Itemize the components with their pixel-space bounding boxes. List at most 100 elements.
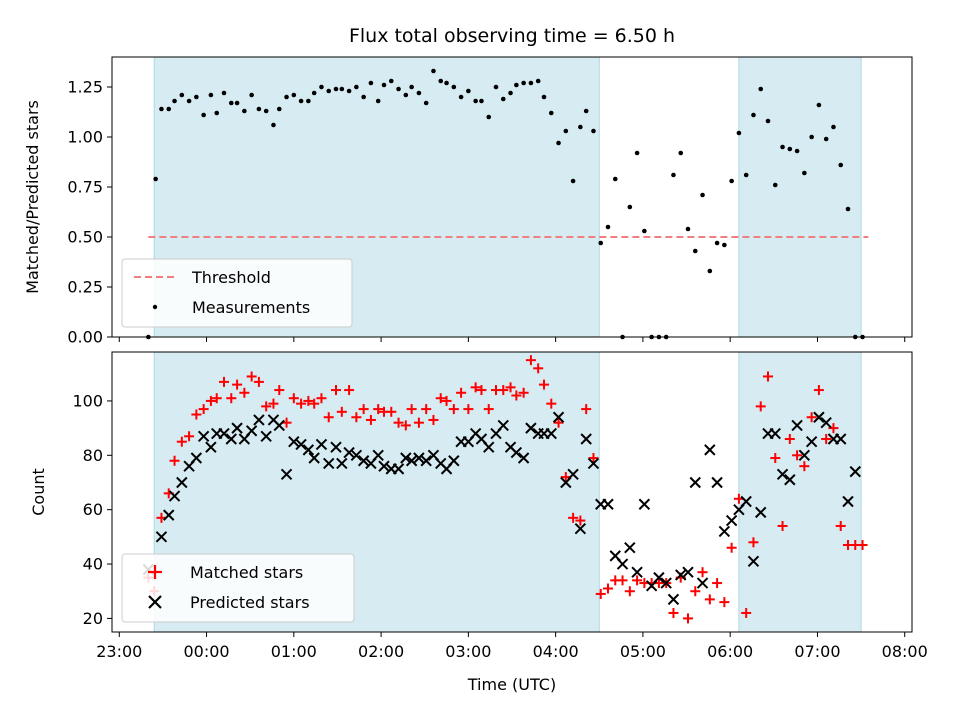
matched-star-point	[777, 520, 788, 531]
top-ticks: 0.00 0.25 0.50 0.75 1.00 1.25	[67, 78, 906, 347]
y-tick-label: 40	[83, 555, 103, 574]
measurement-point	[642, 228, 647, 234]
matched-star-point	[806, 412, 817, 423]
matched-star-point	[246, 371, 257, 382]
predicted-star-point	[580, 433, 592, 445]
matched-star-point	[400, 420, 411, 431]
measurement-point	[159, 106, 164, 112]
legend-predicted-swatch	[148, 595, 162, 609]
measurement-point	[388, 78, 394, 84]
matched-star-point	[792, 450, 803, 461]
matched-star-point	[239, 387, 250, 398]
measurement-point	[722, 242, 727, 248]
predicted-star-point	[747, 555, 760, 568]
measurement-point	[458, 94, 464, 100]
predicted-star-point	[350, 449, 363, 462]
y-tick-label: 0.50	[67, 228, 103, 247]
predicted-star-point	[205, 441, 217, 453]
matched-star-point	[828, 423, 839, 434]
matched-star-point	[169, 455, 180, 466]
predicted-star-point	[155, 531, 168, 543]
predicted-star-point	[587, 457, 600, 470]
measurement-point	[479, 98, 484, 104]
measurement-point	[583, 108, 589, 114]
matched-star-point	[741, 607, 752, 618]
matched-star-point	[232, 379, 243, 390]
measurement-point	[234, 100, 240, 106]
matched-star-point	[505, 382, 516, 393]
measurement-point	[291, 92, 297, 98]
predicted-star-point	[798, 449, 811, 462]
matched-star-point	[712, 578, 723, 589]
predicted-star-point	[711, 476, 723, 489]
matched-star-point	[344, 385, 355, 396]
matched-star-point	[413, 417, 424, 428]
predicted-star-point	[260, 430, 272, 442]
measurement-point	[186, 98, 192, 104]
matched-star-point	[463, 404, 474, 415]
matched-star-point	[191, 409, 202, 420]
measurement-point	[381, 82, 387, 88]
measurement-point	[508, 90, 513, 96]
measurement-point	[809, 134, 814, 140]
predicted-star-point	[163, 509, 175, 521]
matched-star-point	[719, 597, 730, 608]
y-tick-label: 0.75	[67, 178, 103, 197]
matched-star-point	[763, 371, 773, 382]
shaded-interval	[738, 56, 862, 338]
measurement-point	[598, 240, 604, 246]
measurement-point	[845, 206, 851, 212]
measurement-point	[678, 150, 684, 156]
measurement-point	[172, 98, 177, 104]
top-legend-box	[121, 258, 353, 328]
measurement-point	[354, 84, 359, 90]
matched-star-point	[784, 433, 795, 444]
y-tick-label: 100	[72, 391, 103, 410]
matched-star-point	[435, 393, 446, 404]
predicted-star-point	[245, 425, 258, 437]
measurement-point	[256, 106, 262, 112]
measurement-point	[729, 178, 734, 184]
measurement-point	[409, 84, 414, 90]
x-tick-label: 02:00	[358, 642, 404, 661]
predicted-star-point	[725, 514, 738, 527]
predicted-star-point	[253, 414, 265, 426]
matched-star-point	[274, 385, 285, 396]
measurement-point	[423, 100, 429, 106]
matched-star-point	[184, 431, 195, 442]
measurement-point	[765, 118, 771, 124]
measurement-point	[214, 110, 220, 116]
matched-star-point	[697, 567, 708, 578]
measurement-point	[473, 98, 478, 104]
measurement-point	[838, 162, 844, 168]
matched-star-point	[456, 387, 467, 398]
matched-star-point	[373, 404, 384, 415]
matched-star-point	[617, 575, 628, 586]
x-tick-label: 08:00	[882, 642, 928, 661]
measurement-point	[612, 176, 618, 182]
predicted-star-point	[769, 427, 781, 440]
predicted-star-point	[372, 449, 384, 462]
measurement-point	[500, 96, 506, 102]
matched-star-point	[428, 414, 439, 425]
measurement-point	[221, 90, 227, 96]
matched-star-point	[539, 379, 549, 390]
legend-measurements-label: Measurements	[192, 298, 310, 317]
bottom-y-axis-label: Count	[29, 468, 48, 516]
measurement-point	[486, 114, 492, 120]
predicted-star-point	[552, 411, 565, 423]
predicted-star-point	[616, 558, 629, 570]
matched-star-point	[581, 404, 592, 415]
x-tick-label: 23:00	[96, 642, 142, 661]
matched-star-point	[704, 594, 715, 605]
measurement-point	[787, 146, 793, 152]
y-tick-label: 0.00	[67, 328, 103, 347]
measurement-point	[751, 112, 756, 118]
predicted-star-point	[302, 444, 315, 456]
matched-star-point	[525, 355, 536, 366]
y-tick-label: 0.25	[67, 278, 103, 297]
measurement-point	[692, 248, 698, 254]
measurement-point	[306, 98, 311, 104]
predicted-star-point	[842, 495, 854, 508]
matched-star-point	[799, 461, 810, 472]
